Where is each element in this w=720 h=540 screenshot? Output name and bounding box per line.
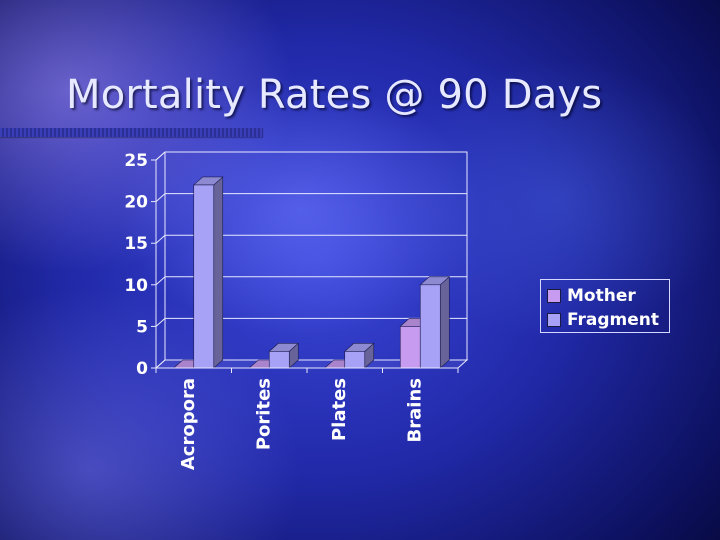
y-tick-label: 25 <box>124 151 148 171</box>
chart-legend: Mother Fragment <box>540 279 670 333</box>
gridline-side <box>155 234 166 244</box>
y-tick-label: 0 <box>136 359 148 379</box>
legend-label-fragment: Fragment <box>567 310 660 330</box>
bar-fragment-porites <box>268 351 290 369</box>
legend-label-mother: Mother <box>567 286 636 306</box>
bar-fragment-brains-side <box>439 276 450 369</box>
bar-fragment-brains <box>419 284 441 369</box>
slide-title: Mortality Rates @ 90 Days <box>66 72 603 118</box>
bar-fragment-plates <box>344 351 366 369</box>
legend-swatch-mother <box>547 289 561 303</box>
y-tick-label: 15 <box>124 234 148 254</box>
gridline-side <box>155 193 166 202</box>
title-underline <box>0 128 263 137</box>
legend-item-fragment: Fragment <box>547 308 669 332</box>
bar-fragment-acropora-side <box>213 176 224 369</box>
bar-fragment-acropora <box>193 184 215 369</box>
x-tick-label: Brains <box>404 378 425 442</box>
x-tick-label: Porites <box>253 378 274 450</box>
bar-mother-brains <box>399 326 421 369</box>
legend-swatch-fragment <box>547 313 561 327</box>
x-tick-label: Acropora <box>178 378 199 470</box>
gridline-side <box>155 276 166 286</box>
gridline-side <box>155 151 166 161</box>
gridline-side <box>155 318 166 327</box>
y-tick-label: 5 <box>136 317 148 337</box>
y-tick-label: 10 <box>124 276 148 296</box>
x-tick-label: Plates <box>329 378 350 441</box>
y-tick-label: 20 <box>124 193 148 213</box>
legend-item-mother: Mother <box>547 284 669 308</box>
